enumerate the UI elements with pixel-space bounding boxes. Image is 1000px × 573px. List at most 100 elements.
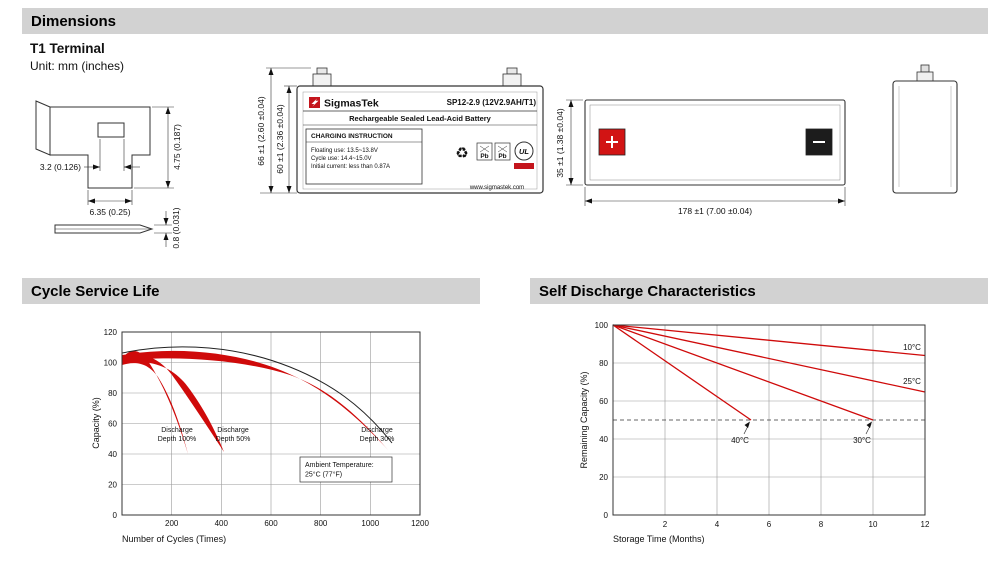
depth-100-label: Discharge [161,427,193,434]
ul-label: UL [519,147,529,156]
charging-title: CHARGING INSTRUCTION [311,133,393,140]
y-tick: 0 [113,511,118,520]
self-y-axis-label: Remaining Capacity (%) [579,371,589,468]
self-y-ticks: 100 80 60 40 20 0 [595,321,609,520]
y-tick: 40 [108,450,117,459]
band-depth-50 [122,355,224,452]
terminal-profile-drawing: 4.75 (0.187) 3.2 (0.126) 6.35 (0.25) [35,100,182,249]
pb-mark-2 [494,142,511,161]
terminal-nub-right [506,67,518,75]
dim-label-case-height: 60 ±1 (2.36 ±0.04) [275,104,285,174]
dim-label-top-width: 35 ±1 (1.38 ±0.04) [555,108,565,178]
self-discharge-section-header: Self Discharge Characteristics [530,278,988,304]
brand-name: SigmasTek [324,98,379,110]
battery-side-view [892,64,958,194]
x-tick: 6 [767,520,772,529]
certification-badge [514,163,534,169]
self-discharge-section-title: Self Discharge Characteristics [539,282,756,300]
x-tick: 400 [215,519,229,528]
pb-label-1: Pb [480,153,488,160]
y-tick: 40 [599,435,608,444]
cycle-y-axis-label: Capacity (%) [91,397,101,449]
y-tick: 20 [108,481,117,490]
self-x-axis-label: Storage Time (Months) [613,534,705,544]
self-discharge-chart: 100 80 60 40 20 0 2 4 6 8 10 12 10°C 25°… [579,321,930,544]
band-depth-30 [122,350,388,450]
line-25c [612,324,926,393]
side-terminal [916,71,934,82]
cycle-life-section-title: Cycle Service Life [31,282,160,300]
battery-case-top [584,99,846,186]
temp-label-25c: 25°C [903,377,921,386]
ambient-temp-box [299,456,393,483]
unit-note: Unit: mm (inches) [30,59,125,73]
y-tick: 60 [108,420,117,429]
x-tick: 4 [715,520,720,529]
depth-30-label: Depth 30% [360,436,395,443]
x-tick: 800 [314,519,328,528]
y-tick: 80 [599,359,608,368]
cycle-x-ticks: 200 400 600 800 1000 1200 [165,519,429,528]
self-discharge-lines [612,324,926,421]
charging-line-3: Initial current: less than 0.87A [311,164,390,170]
dim-label-terminal-width: 6.35 (0.25) [89,207,130,217]
ul-mark [514,141,534,161]
logo-bolt-icon [311,98,319,107]
y-tick: 120 [104,328,118,337]
dim-label-terminal-thickness: 0.8 (0.031) [171,207,181,248]
website-text: www.sigmastek.com [469,185,524,191]
y-tick: 0 [604,511,609,520]
cycle-chart-grid [122,332,420,515]
battery-type-text: Rechargeable Sealed Lead-Acid Battery [349,114,492,123]
charging-line-2: Cycle use: 14.4~15.0V [311,156,372,162]
charging-line-1: Floating use: 13.5~13.8V [311,148,378,154]
ambient-temp-label: Ambient Temperature: [305,462,374,469]
cycle-life-chart: 120 100 80 60 40 20 0 200 400 600 800 10… [91,328,429,544]
capacity-envelope-curve [121,346,393,444]
dim-label-outer-height: 66 ±1 (2.60 ±0.04) [256,96,266,166]
temp-label-10c: 10°C [903,343,921,352]
cycle-life-section-header: Cycle Service Life [22,278,480,304]
cycle-chart-frame [121,331,421,516]
x-tick: 12 [921,520,930,529]
y-tick: 20 [599,473,608,482]
model-number: SP12-2.9 (12V2.9AH/T1) [447,98,537,107]
x-tick: 600 [264,519,278,528]
self-x-ticks: 2 4 6 8 10 12 [663,520,930,529]
line-30c [612,324,874,421]
y-tick: 60 [599,397,608,406]
depth-100-label: Depth 100% [158,436,197,443]
cycle-x-axis-label: Number of Cycles (Times) [122,534,226,544]
x-tick: 200 [165,519,179,528]
dim-label-terminal-height: 4.75 (0.187) [172,124,182,170]
recycle-icon: ♻ [455,145,468,162]
x-tick: 1000 [361,519,379,528]
cycle-y-ticks: 120 100 80 60 40 20 0 [104,328,118,520]
battery-top-view: 35 ±1 (1.38 ±0.04) 178 ±1 (7.00 ±0.04) [555,99,846,216]
terminal-nub-left [316,67,328,75]
temp-label-40c: 40°C [731,436,749,445]
y-tick: 100 [595,321,609,330]
arrow-40c [744,421,750,428]
self-chart-frame [612,324,926,516]
case-stub [35,100,51,156]
side-terminal-nub [920,64,930,73]
x-tick: 8 [819,520,824,529]
depth-50-label: Depth 50% [216,436,251,443]
terminal-left [312,73,332,87]
arrow-30c [866,421,872,428]
battery-front-view: SigmasTek SP12-2.9 (12V2.9AH/T1) Recharg… [256,67,544,194]
x-tick: 2 [663,520,668,529]
pb-mark-1 [476,142,493,161]
y-tick: 80 [108,389,117,398]
dim-label-length: 178 ±1 (7.00 ±0.04) [678,206,752,216]
line-40c [612,324,752,421]
dimensions-section-header: Dimensions [22,8,988,34]
dimension-drawings: 4.75 (0.187) 3.2 (0.126) 6.35 (0.25) [35,64,958,249]
temp-label-30c: 30°C [853,436,871,445]
discharge-depth-bands [122,350,388,454]
pb-label-2: Pb [498,153,506,160]
dim-label-terminal-slot: 3.2 (0.126) [40,162,81,172]
depth-30-label: Discharge [361,427,393,434]
